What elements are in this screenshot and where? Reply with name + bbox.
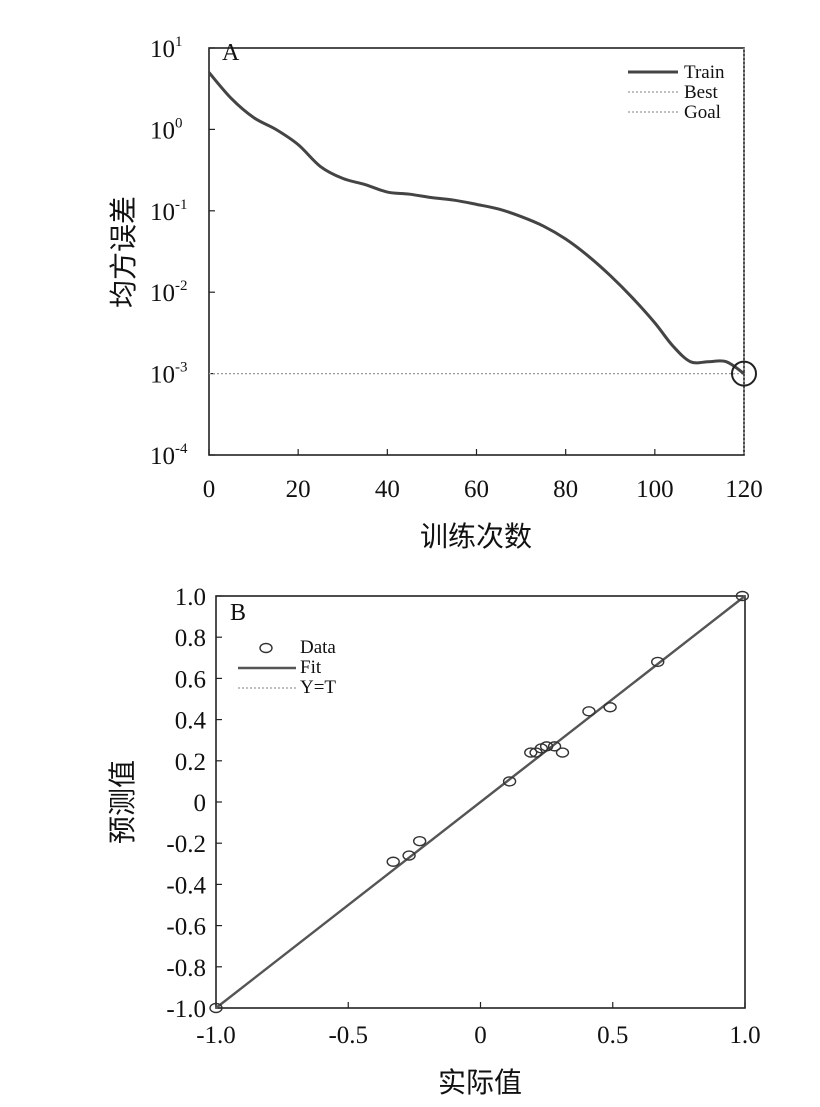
x-tick-label: 80 <box>553 476 578 503</box>
y-tick-label: 100 <box>150 115 183 144</box>
x-tick-label: -0.5 <box>328 1022 368 1049</box>
data-point <box>386 856 400 867</box>
chart-a: 0 20 40 60 80 100 120 101 100 10-1 10-2 10-3 10-4 A… <box>107 34 763 553</box>
chart-a-panel-label: A <box>222 40 240 66</box>
legend-label: Goal <box>684 102 721 123</box>
y-tick-label: -1.0 <box>166 996 206 1023</box>
x-tick-label: -1.0 <box>196 1022 236 1049</box>
x-tick-label: 60 <box>464 476 489 503</box>
y-tick-label: 10-3 <box>150 360 188 389</box>
chart-a-y-axis-title: 均方误差 <box>107 196 140 308</box>
data-point <box>582 706 596 717</box>
y-tick-label: -0.2 <box>166 831 206 858</box>
train-series-line <box>207 71 745 375</box>
y-tick-label: 10-4 <box>150 441 188 470</box>
data-point <box>524 747 538 758</box>
chart-b-y-axis-title: 预测值 <box>106 760 139 844</box>
y-tick-label: -0.6 <box>166 914 206 941</box>
data-point <box>547 741 562 752</box>
y-tick-label: -0.8 <box>166 955 206 982</box>
x-tick-label: 100 <box>636 476 674 503</box>
legend-label: Y=T <box>300 677 336 698</box>
x-tick-label: 0.5 <box>597 1022 628 1049</box>
y-tick-label: 0 <box>194 790 207 817</box>
y-tick-label: 0.6 <box>175 666 206 693</box>
data-point <box>735 590 750 602</box>
fit-line <box>215 595 746 1009</box>
legend-label: Fit <box>300 657 322 678</box>
chart-b: -1.0 -0.5 0 0.5 1.0 1.0 0.8 0.6 0.4 0.2 0 -0.2 -0.4… <box>106 584 761 1099</box>
data-point <box>555 747 570 758</box>
y-tick-label: 101 <box>150 34 183 63</box>
y-tick-label: 1.0 <box>175 584 206 611</box>
x-tick-label: 40 <box>375 476 400 503</box>
best-point-marker <box>731 360 757 387</box>
y-tick-label: 10-2 <box>150 278 188 307</box>
chart-b-x-axis-title: 实际值 <box>438 1066 522 1099</box>
data-point <box>412 835 427 847</box>
legend-marker <box>259 642 273 654</box>
chart-b-panel-label: B <box>230 600 246 626</box>
y-tick-label: 0.8 <box>175 625 206 652</box>
x-tick-label: 0 <box>203 476 216 503</box>
x-tick-label: 20 <box>286 476 311 503</box>
x-tick-label: 1.0 <box>729 1022 760 1049</box>
y-tick-label: 0.2 <box>175 749 206 776</box>
x-tick-label: 0 <box>474 1022 487 1049</box>
chart-a-frame <box>208 47 745 456</box>
legend-label: Data <box>300 637 336 658</box>
data-point <box>651 656 665 668</box>
data-point <box>603 702 617 713</box>
data-point <box>209 1002 223 1014</box>
data-point <box>502 776 517 787</box>
data-point <box>402 850 416 861</box>
x-tick-label: 120 <box>725 476 763 503</box>
legend-label: Train <box>684 62 725 83</box>
chart-a-x-axis-title: 训练次数 <box>420 520 532 553</box>
data-point <box>539 741 554 752</box>
y-tick-label: 10-1 <box>150 197 188 226</box>
y-tick-label: -0.4 <box>166 872 206 899</box>
legend-label: Best <box>684 82 719 103</box>
y-tick-label: 0.4 <box>175 708 207 735</box>
